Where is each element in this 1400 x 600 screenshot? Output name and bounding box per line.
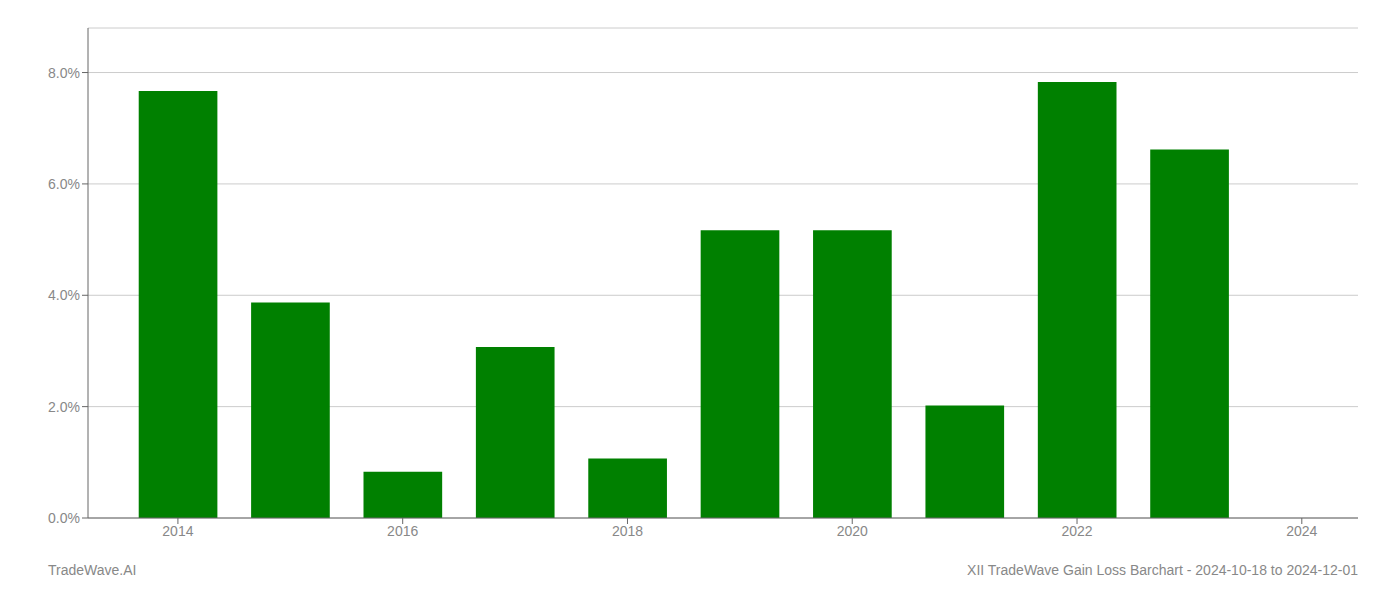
svg-text:2022: 2022 xyxy=(1061,523,1092,539)
html-text:TradeWave.AI: TradeWave.AI xyxy=(48,562,137,578)
svg-text:2014: 2014 xyxy=(162,523,193,539)
html-text:XII TradeWave Gain Loss Barcha: XII TradeWave Gain Loss Barchart - 2024-… xyxy=(967,562,1358,578)
svg-text:8.0%: 8.0% xyxy=(48,65,80,81)
svg-text:2024: 2024 xyxy=(1286,523,1317,539)
svg-text:0.0%: 0.0% xyxy=(48,510,80,526)
svg-text:2018: 2018 xyxy=(612,523,643,539)
svg-text:4.0%: 4.0% xyxy=(48,287,80,303)
svg-text:2.0%: 2.0% xyxy=(48,399,80,415)
svg-text:2016: 2016 xyxy=(387,523,418,539)
svg-text:6.0%: 6.0% xyxy=(48,176,80,192)
svg-text:2020: 2020 xyxy=(837,523,868,539)
